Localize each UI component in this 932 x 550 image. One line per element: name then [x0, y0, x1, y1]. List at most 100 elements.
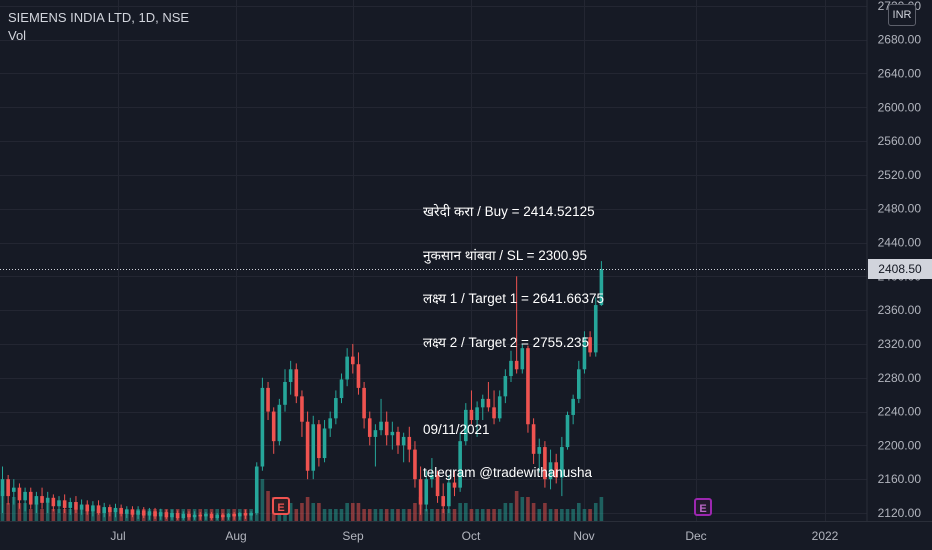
candle	[424, 470, 429, 512]
candle	[469, 390, 474, 425]
candle-body	[45, 497, 50, 503]
candle-body	[85, 504, 90, 512]
price-tick-label: 2320.00	[878, 337, 922, 351]
volume-bar	[384, 509, 389, 521]
candle	[28, 487, 33, 509]
candle-body	[435, 474, 440, 497]
volume-bar	[356, 503, 361, 521]
currency-badge[interactable]: INR	[888, 4, 916, 26]
volume-bar	[560, 509, 564, 521]
price-tick-label: 2600.00	[878, 100, 922, 114]
candle	[582, 331, 587, 374]
volume-bar	[582, 509, 587, 521]
candle-body	[305, 421, 310, 471]
candle	[192, 511, 197, 520]
candle	[45, 491, 50, 513]
candle	[266, 381, 270, 421]
candle	[430, 458, 434, 488]
candle	[300, 390, 304, 437]
candle-body	[582, 337, 587, 370]
candle-body	[317, 424, 321, 459]
volume-bar	[68, 509, 73, 521]
candle	[79, 499, 84, 515]
candle	[153, 507, 157, 519]
candle-body	[339, 379, 344, 399]
time-axis[interactable]: Jul Aug Sep Oct Nov Dec 2022	[110, 529, 838, 543]
candle-body	[91, 505, 95, 512]
candle-body	[401, 436, 406, 446]
candle	[62, 494, 67, 513]
candle	[260, 377, 265, 471]
candle	[492, 390, 496, 425]
volume-bar	[401, 509, 406, 521]
volume-bar	[339, 509, 344, 521]
candle	[407, 426, 412, 463]
volume-bar	[17, 503, 22, 521]
candle	[548, 449, 553, 490]
volume-bar	[266, 491, 270, 521]
note-line: लक्ष्य 1 / Target 1 = 2641.66375	[423, 291, 604, 306]
price-tick-label: 2640.00	[878, 66, 922, 80]
candle-body	[108, 507, 112, 513]
candle	[593, 297, 598, 357]
candle	[271, 407, 276, 454]
candle	[497, 390, 502, 422]
candle	[215, 513, 219, 520]
candle-body	[356, 364, 361, 388]
volume-bar	[260, 479, 265, 521]
candle	[401, 432, 406, 463]
note-line	[423, 379, 604, 394]
candle	[509, 350, 513, 382]
candle	[514, 276, 519, 374]
volume-bar	[51, 509, 56, 521]
candle-body	[469, 409, 474, 421]
volume-bar	[300, 503, 304, 521]
candle	[560, 436, 564, 497]
volume-bar	[497, 509, 502, 521]
price-axis[interactable]: 2120.00 2160.00 2200.00 2240.00 2280.00 2320.…	[878, 0, 922, 520]
volume-bar	[373, 509, 378, 521]
candle-body	[113, 507, 118, 513]
volume-bar	[322, 509, 327, 521]
candle	[51, 494, 56, 512]
price-tick-label: 2240.00	[878, 405, 922, 419]
volume-bar	[588, 509, 592, 521]
volume-bar	[565, 509, 570, 521]
volume-indicator-label[interactable]: Vol	[8, 28, 27, 43]
candle-body	[464, 409, 468, 442]
volume-bar	[503, 503, 508, 521]
candle-body	[40, 496, 44, 503]
candle	[12, 479, 16, 505]
earnings-marker-past[interactable]: E	[272, 497, 290, 515]
candle-body	[79, 504, 84, 510]
last-price-tag: 2408.50	[868, 259, 932, 279]
candle-body	[249, 513, 253, 516]
candle-body	[153, 511, 157, 517]
candle	[577, 360, 581, 404]
candle-body	[362, 387, 366, 419]
candle	[390, 421, 395, 450]
price-tick-label: 2680.00	[878, 33, 922, 47]
volume-bar	[6, 503, 10, 521]
candle-body	[407, 436, 412, 450]
candle	[356, 352, 361, 395]
candle-body	[497, 396, 502, 419]
candle	[475, 401, 479, 437]
candle	[322, 420, 327, 463]
candle-body	[537, 447, 542, 454]
candle-body	[130, 509, 135, 515]
candle-body	[68, 502, 73, 508]
candle-body	[254, 466, 259, 513]
candlestick-series	[0, 261, 604, 520]
candle	[221, 513, 225, 520]
candle-body	[390, 431, 395, 436]
candle	[311, 415, 316, 480]
earnings-marker-upcoming[interactable]: E	[694, 498, 712, 516]
candle-body	[514, 360, 519, 370]
note-line: telegram @tradewithanusha	[423, 465, 593, 480]
price-tick-label: 2280.00	[878, 371, 922, 385]
candle-body	[300, 396, 304, 422]
volume-bar	[435, 509, 440, 521]
candle-body	[23, 491, 27, 501]
